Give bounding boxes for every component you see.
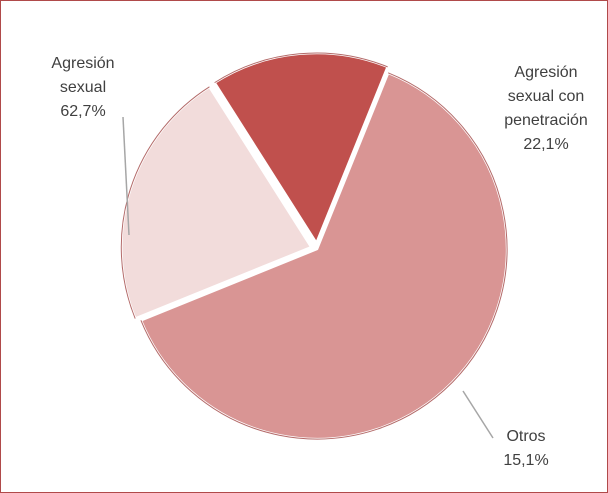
leader-line-3 [462, 390, 494, 439]
pie-slice-edge-3 [214, 52, 388, 84]
slice-name-line: Agresión [514, 64, 577, 81]
slice-name-line: penetración [504, 112, 588, 129]
pie-slice-edge-2 [120, 86, 210, 319]
slice-name-line: sexual [60, 79, 106, 96]
leader-line-1 [122, 116, 130, 236]
slice-value-label: 15,1% [503, 452, 548, 469]
slice-name-line: sexual con [508, 88, 585, 105]
slice-value-label: 22,1% [523, 136, 568, 153]
pie-slice-edge-1 [140, 72, 508, 440]
slice-label-3: Otros 15,1% [503, 428, 548, 469]
slice-label-1: Agresión sexual 62,7% [51, 55, 114, 120]
slice-value-label: 62,7% [60, 103, 105, 120]
slice-name-line: Otros [506, 428, 545, 445]
slice-label-2: Agresión sexual con penetración 22,1% [504, 64, 588, 153]
slice-name-line: Agresión [51, 55, 114, 72]
